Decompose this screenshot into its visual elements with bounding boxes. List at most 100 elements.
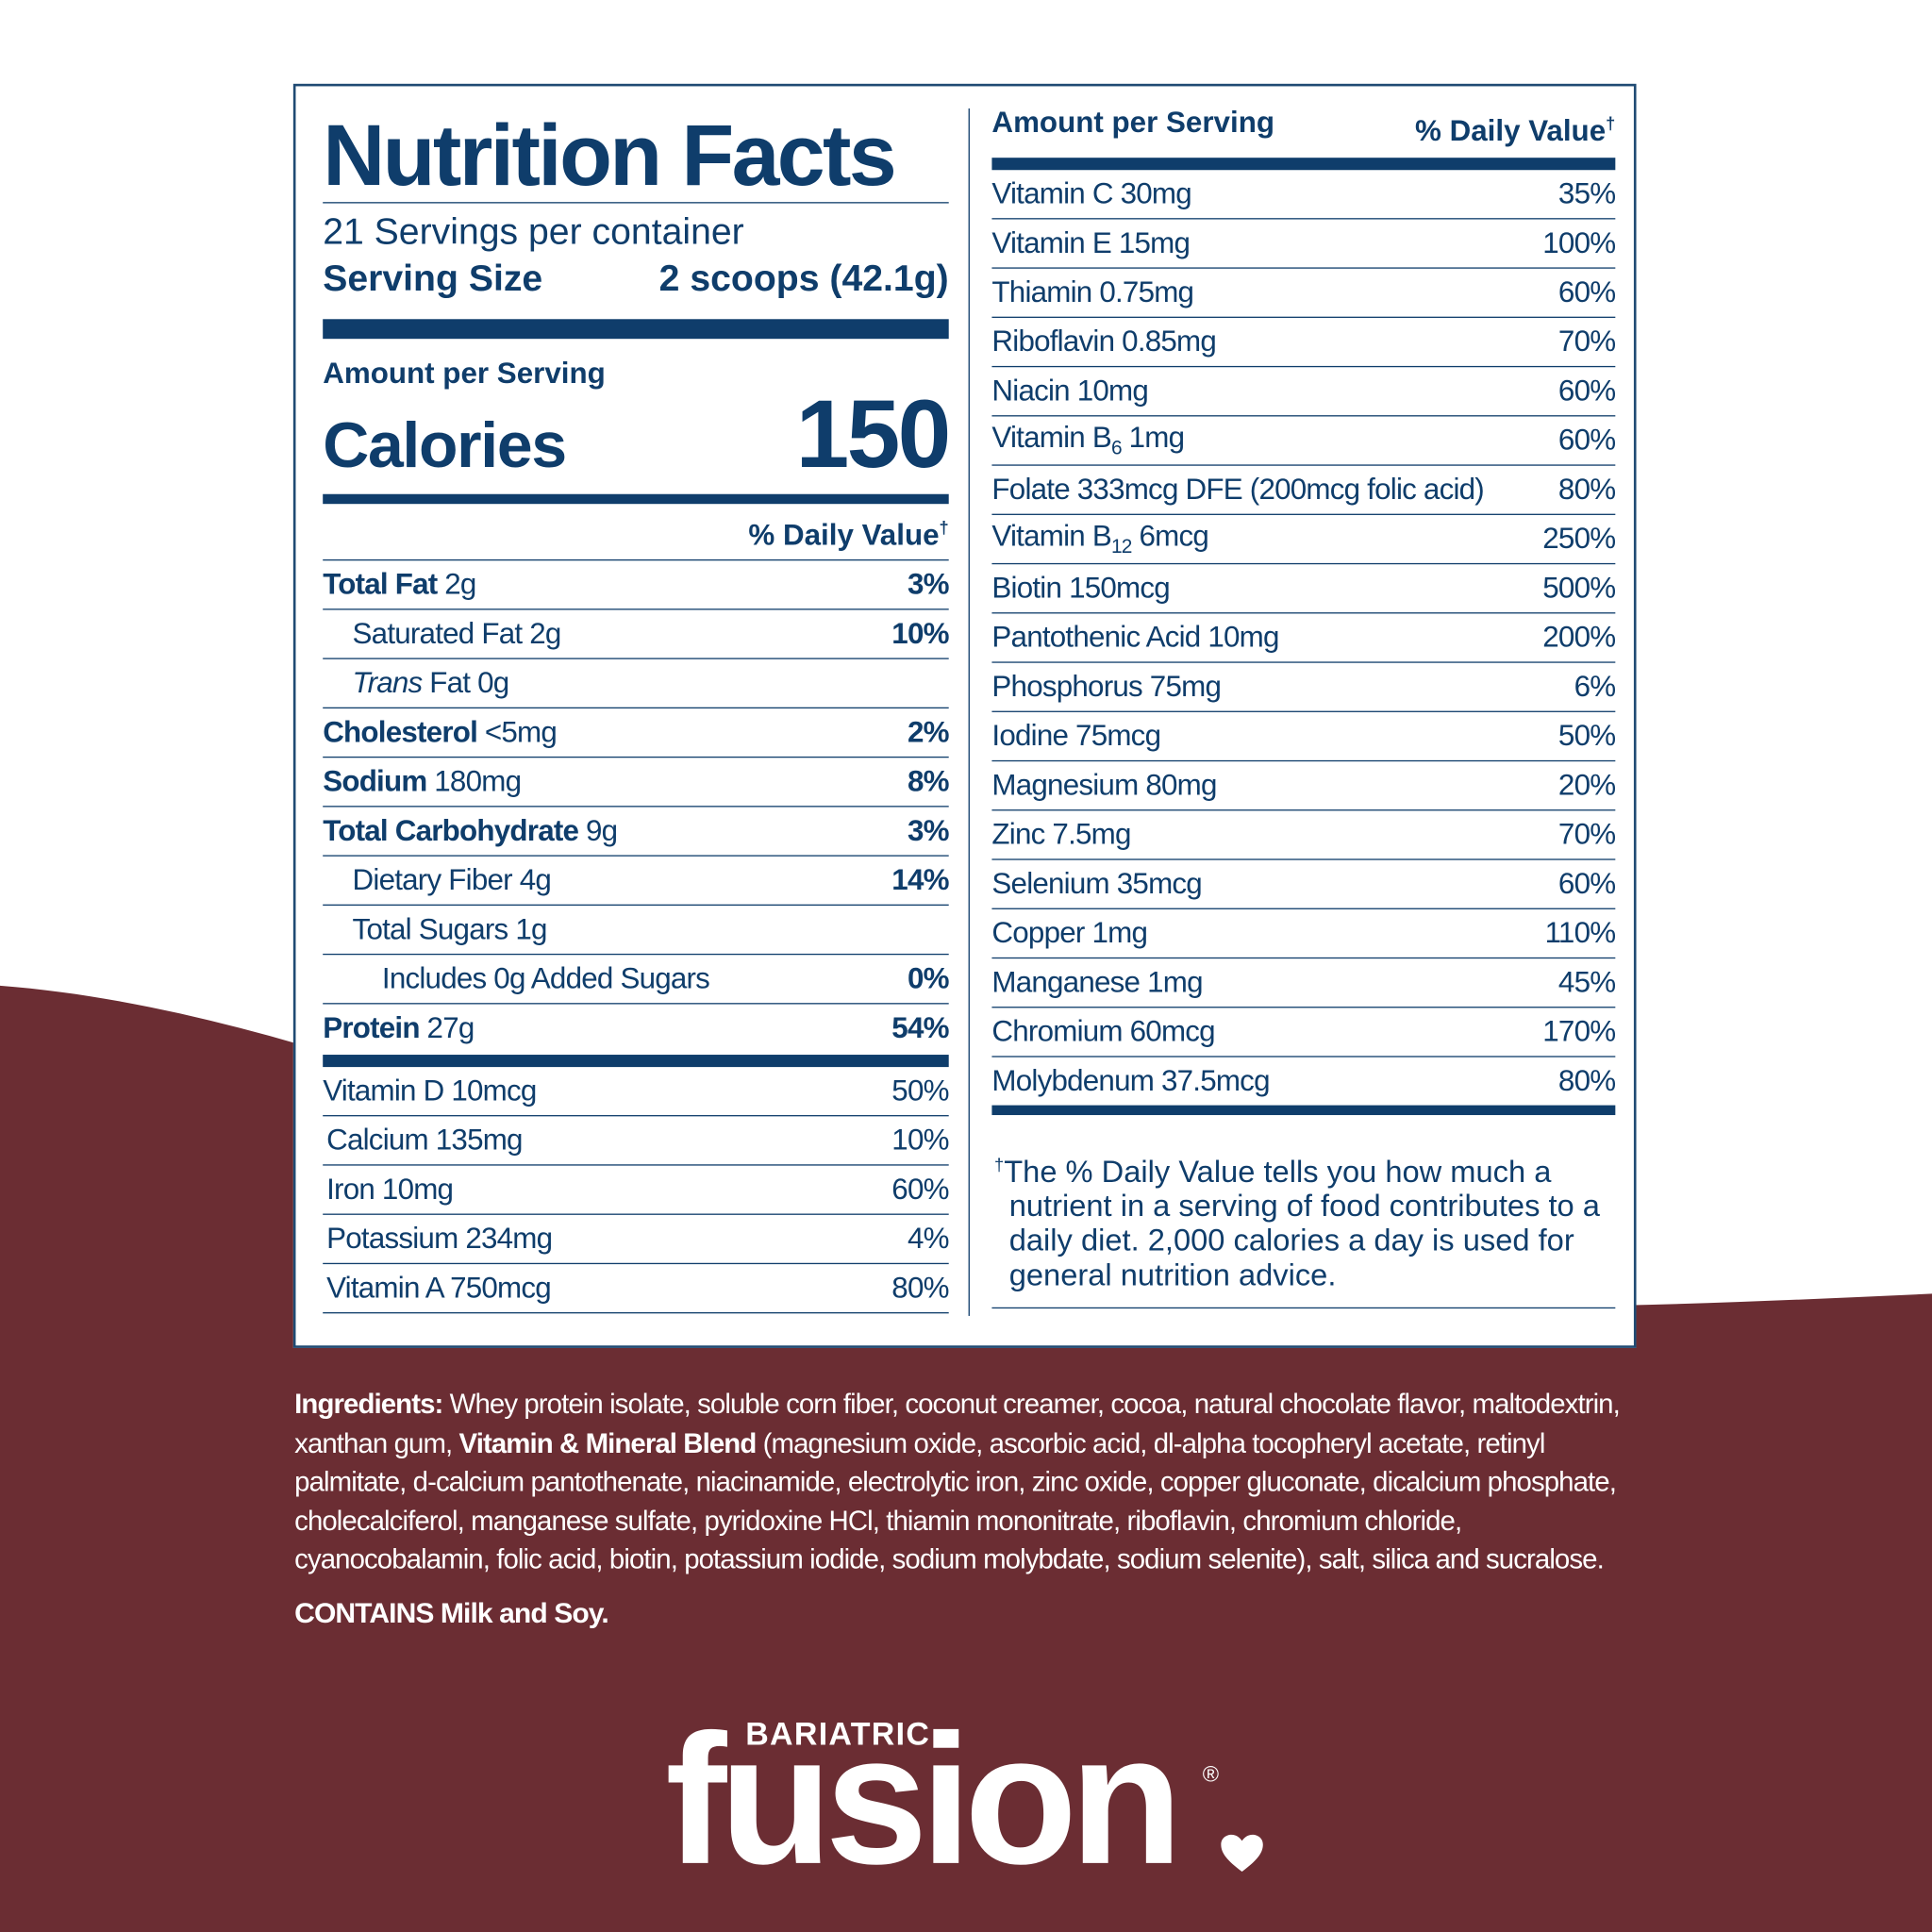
daily-value: 20% xyxy=(1557,768,1616,802)
vitamin-row: Selenium 35mcg 60% xyxy=(991,860,1616,909)
vitamin-label: Niacin 10mg xyxy=(991,374,1148,408)
micronutrient-label: Calcium 135mg xyxy=(326,1123,523,1157)
vitamin-row: Phosphorus 75mg 6% xyxy=(991,663,1616,712)
nutrient-row: Total Carbohydrate 9g 3% xyxy=(323,808,949,857)
daily-value: 50% xyxy=(891,1074,949,1108)
nutrient-label: Includes 0g Added Sugars xyxy=(323,961,710,996)
daily-value: 10% xyxy=(891,1123,949,1157)
nutrient-label-text: Includes 0g Added Sugars xyxy=(381,961,710,995)
micronutrient-row: Vitamin A 750mcg 80% xyxy=(323,1264,950,1314)
vitamin-subscript: 6 xyxy=(1110,438,1123,459)
dagger: † xyxy=(1606,113,1616,134)
nutrient-label-text: Dietary Fiber 4g xyxy=(352,862,552,897)
nutrient-row: Saturated Fat 2g 10% xyxy=(323,610,950,659)
vitamin-row: Biotin 150mcg 500% xyxy=(991,564,1616,614)
vitamin-label-text: Vitamin B xyxy=(991,519,1111,553)
calories-label: Calories xyxy=(323,409,567,482)
micronutrient-label: Vitamin D 10mcg xyxy=(323,1074,537,1108)
nutrient-row: Protein 27g 54% xyxy=(323,1004,949,1052)
dv-header: % Daily Value† xyxy=(323,504,949,561)
vitamin-label-text: Pantothenic Acid 10mg xyxy=(991,620,1279,654)
vitamin-row: Copper 1mg 110% xyxy=(991,909,1616,959)
micronutrient-row: Potassium 234mg 4% xyxy=(323,1215,950,1265)
vitamin-label-text: Phosphorus 75mg xyxy=(991,669,1222,704)
vitamin-label: Manganese 1mg xyxy=(991,965,1203,1000)
nutrient-amount: <5mg xyxy=(484,715,558,749)
vitamin-label: Iodine 75mcg xyxy=(991,719,1161,754)
brand-name: fusion xyxy=(665,1695,1182,1903)
vitamin-row: Vitamin B6 1mg 60% xyxy=(991,416,1616,466)
daily-value: 8% xyxy=(907,764,950,798)
vitamin-row: Riboflavin 0.85mg 70% xyxy=(991,318,1616,368)
vitamin-label: Folate 333mcg DFE (200mcg folic acid) xyxy=(991,473,1484,508)
ingredients: Ingredients: Whey protein isolate, solub… xyxy=(294,1385,1643,1579)
serving-size-row: Serving Size 2 scoops (42.1g) xyxy=(323,255,949,304)
vitamin-label-text: Molybdenum 37.5mcg xyxy=(991,1063,1270,1098)
daily-value: 45% xyxy=(1557,965,1616,999)
daily-value: 14% xyxy=(891,862,949,897)
vitamin-label: Selenium 35mcg xyxy=(991,867,1202,902)
daily-value: 80% xyxy=(1557,472,1616,507)
vitamin-row: Iodine 75mcg 50% xyxy=(991,712,1616,762)
daily-value: 250% xyxy=(1542,522,1616,556)
daily-value: 2% xyxy=(907,715,950,749)
daily-value: 4% xyxy=(907,1222,950,1256)
nutrition-panel: Nutrition Facts 21 Servings per containe… xyxy=(292,83,1637,1348)
nutrient-label: Trans Fat 0g xyxy=(323,665,510,701)
vitamin-label-text: Iodine 75mcg xyxy=(991,719,1161,753)
vitamin-row: Magnesium 80mg 20% xyxy=(991,761,1616,811)
daily-value: 500% xyxy=(1542,571,1616,605)
vitamin-label-text: Biotin 150mcg xyxy=(991,571,1170,605)
ingredients-text: (magnesium oxide, ascorbic acid, dl-alph… xyxy=(294,1427,1617,1575)
right-header: Amount per Serving % Daily Value† xyxy=(991,104,1615,151)
footnote-text: †The % Daily Value tells you how much a … xyxy=(994,1147,1615,1293)
nutrient-label-text: Fat 0g xyxy=(429,665,509,700)
vitamin-list: Vitamin C 30mg 35% Vitamin E 15mg 100% Thiam… xyxy=(991,170,1616,1105)
nutrient-name: Total Fat xyxy=(323,567,438,601)
daily-value: 80% xyxy=(891,1271,949,1305)
vitamin-label: Copper 1mg xyxy=(991,916,1147,951)
micronutrient-label: Potassium 234mg xyxy=(326,1222,553,1256)
vitamin-label-text: Selenium 35mcg xyxy=(991,866,1202,901)
rule xyxy=(323,1055,949,1068)
daily-value: 50% xyxy=(1557,719,1616,753)
vitamin-label: Riboflavin 0.85mg xyxy=(991,325,1216,359)
vitamin-label-text: Manganese 1mg xyxy=(991,965,1203,999)
vitamin-label: Vitamin B6 1mg xyxy=(991,421,1185,460)
daily-value: 60% xyxy=(891,1172,949,1207)
nutrient-name: Protein xyxy=(323,1010,420,1044)
rule xyxy=(991,1105,1616,1116)
daily-value: 60% xyxy=(1557,275,1616,309)
micronutrient-row: Iron 10mg 60% xyxy=(323,1166,950,1215)
nutrient-label: Sodium 180mg xyxy=(323,764,522,799)
vitamin-row: Vitamin E 15mg 100% xyxy=(991,219,1616,269)
nutrient-label-text: Saturated Fat 2g xyxy=(352,616,562,650)
rule xyxy=(323,319,949,340)
nutrient-row: Includes 0g Added Sugars 0% xyxy=(323,955,949,1005)
daily-value: 3% xyxy=(907,567,950,601)
panel-title: Nutrition Facts xyxy=(323,107,897,204)
vitamin-row: Chromium 60mcg 170% xyxy=(991,1008,1616,1058)
vitamin-label-text: Thiamin 0.75mg xyxy=(991,275,1194,309)
daily-value: 100% xyxy=(1542,225,1616,259)
vitamin-amount: 6mcg xyxy=(1139,519,1209,553)
nutrient-name: Sodium xyxy=(323,764,427,798)
nutrient-label: Total Fat 2g xyxy=(323,567,476,602)
heart-icon xyxy=(1221,1834,1263,1872)
nutrient-row: Total Sugars 1g xyxy=(323,906,949,956)
vitamin-row: Folate 333mcg DFE (200mcg folic acid) 80% xyxy=(991,466,1616,515)
nutrient-row: Trans Fat 0g xyxy=(323,659,949,709)
daily-value: 60% xyxy=(1557,866,1616,901)
rule xyxy=(323,493,949,505)
footnote-body: The % Daily Value tells you how much a n… xyxy=(1004,1155,1600,1293)
nutrient-label: Saturated Fat 2g xyxy=(323,616,562,652)
left-column: Nutrition Facts 21 Servings per containe… xyxy=(323,107,951,1314)
micronutrient-row: Calcium 135mg 10% xyxy=(323,1116,950,1166)
nutrient-label: Total Sugars 1g xyxy=(323,912,548,947)
right-column: Amount per Serving % Daily Value† Vitami… xyxy=(991,104,1616,1309)
vitamin-label: Vitamin C 30mg xyxy=(991,176,1191,211)
daily-value: 200% xyxy=(1542,620,1616,654)
footnote: †The % Daily Value tells you how much a … xyxy=(991,1123,1616,1309)
